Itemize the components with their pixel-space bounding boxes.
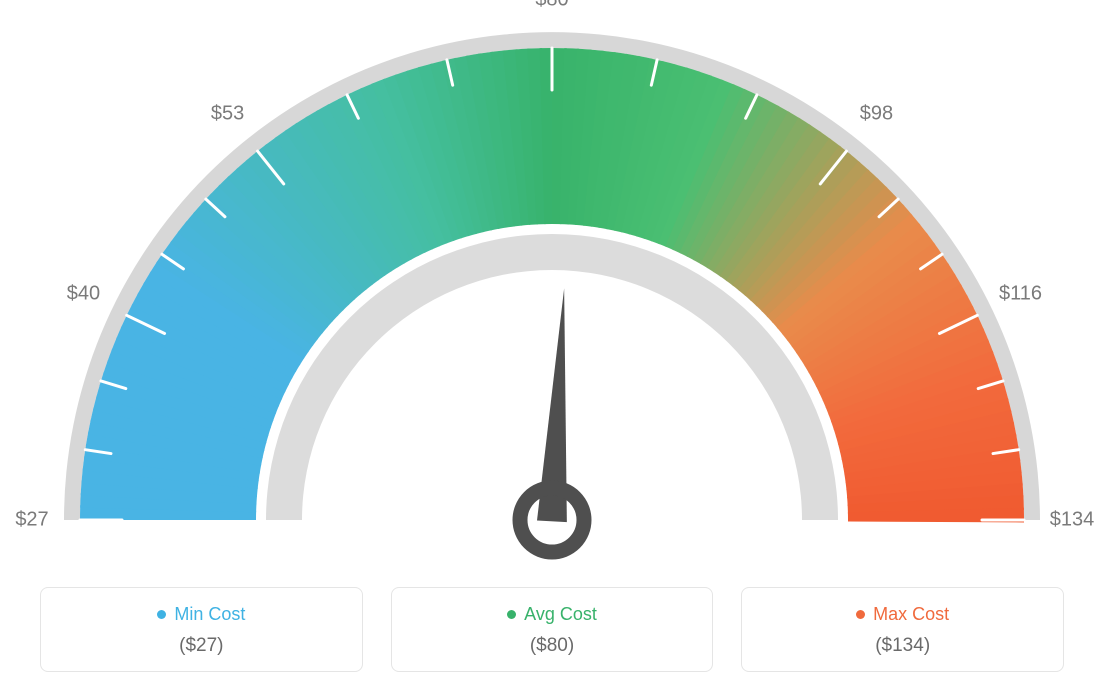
gauge-tick-label: $134 — [1050, 509, 1095, 532]
legend-value-max: ($134) — [752, 635, 1053, 657]
legend-label-avg: Avg Cost — [524, 604, 597, 625]
gauge-tick-label: $116 — [999, 283, 1042, 306]
legend-label-max: Max Cost — [873, 604, 949, 625]
legend-label-min: Min Cost — [174, 604, 245, 625]
dot-icon — [157, 610, 166, 619]
gauge-tick-label: $80 — [535, 0, 568, 12]
legend-card-max: Max Cost ($134) — [741, 587, 1064, 672]
gauge-tick-label: $53 — [211, 102, 244, 125]
legend-card-min: Min Cost ($27) — [40, 587, 363, 672]
gauge-tick-label: $40 — [67, 283, 100, 306]
legend-row: Min Cost ($27) Avg Cost ($80) Max Cost (… — [40, 587, 1064, 672]
gauge-chart: $27 $40 $53 $80 $98 $116 $134 — [0, 0, 1104, 560]
dot-icon — [507, 610, 516, 619]
legend-card-avg: Avg Cost ($80) — [391, 587, 714, 672]
gauge-tick-label: $27 — [15, 509, 48, 532]
gauge-tick-label: $98 — [860, 102, 893, 125]
legend-value-min: ($27) — [51, 635, 352, 657]
dot-icon — [856, 610, 865, 619]
legend-value-avg: ($80) — [402, 635, 703, 657]
